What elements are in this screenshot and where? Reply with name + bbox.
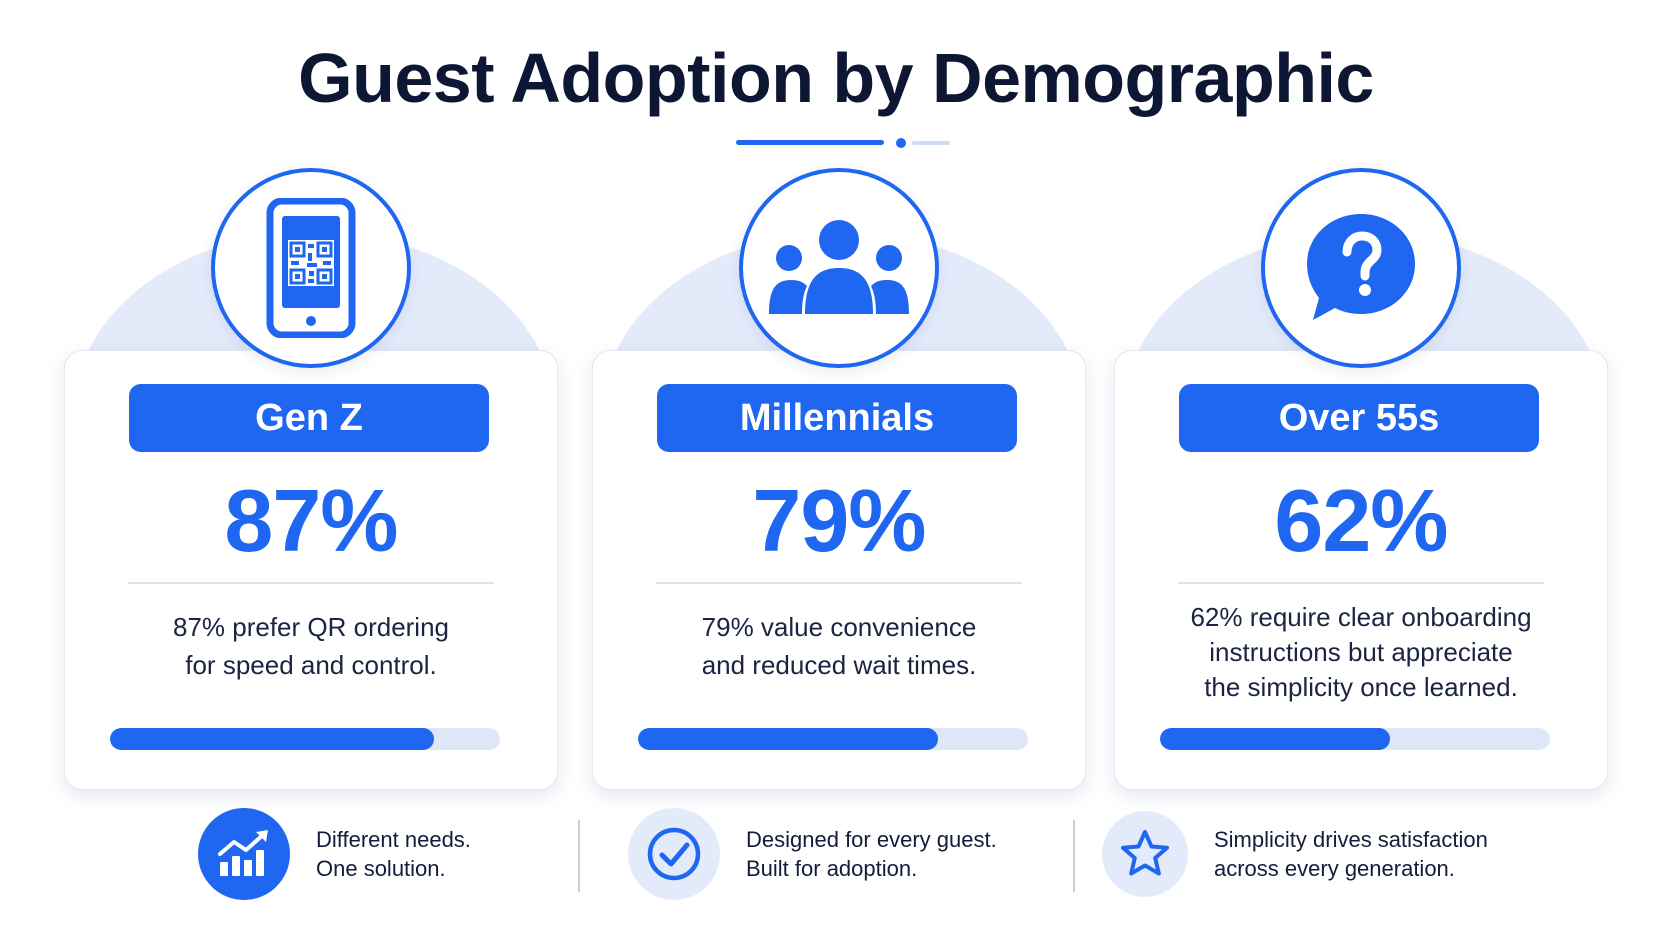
demographic-card-over-55s: Over 55s 62% 62% require clear onboardin… (1114, 160, 1614, 800)
card-description: 87% prefer QR ordering for speed and con… (94, 608, 528, 684)
divider (1178, 582, 1544, 584)
description-line: and reduced wait times. (701, 650, 977, 680)
description-line: the simplicity once learned. (1204, 672, 1518, 702)
description-line: 62% require clear onboarding (1190, 602, 1532, 632)
star-icon (1102, 811, 1188, 897)
icon-badge (211, 168, 411, 368)
adoption-percent: 87% (224, 471, 398, 570)
progress-fill (110, 728, 434, 750)
demographic-label: Gen Z (129, 384, 489, 452)
adoption-percent: 62% (1274, 471, 1448, 570)
progress-fill (638, 728, 939, 750)
footer-line: One solution. (316, 856, 446, 881)
adoption-percent: 79% (752, 471, 926, 570)
underline-tail (912, 141, 950, 145)
demographic-label: Over 55s (1179, 384, 1539, 452)
demographic-card-millennials: Millennials 79% 79% value convenience an… (592, 160, 1092, 800)
qr-phone-icon (266, 198, 356, 338)
footer-text: Different needs. One solution. (316, 825, 471, 883)
footer-text: Simplicity drives satisfaction across ev… (1214, 825, 1488, 883)
footer-line: Simplicity drives satisfaction (1214, 827, 1488, 852)
adoption-progress-bar (1160, 728, 1550, 750)
demographic-label: Millennials (657, 384, 1017, 452)
title-underline (0, 138, 1672, 148)
group-people-icon (769, 220, 909, 314)
underline-dot (896, 138, 906, 148)
description-line: 79% value convenience (701, 612, 977, 642)
demographic-card-gen-z: Gen Z 87% 87% prefer QR ordering for spe… (64, 160, 564, 800)
footer-item-different-needs: Different needs. One solution. (198, 808, 471, 900)
footer-item-designed-for-every-guest: Designed for every guest. Built for adop… (628, 808, 997, 900)
card-description: 62% require clear onboarding instruction… (1144, 600, 1578, 705)
icon-badge (739, 168, 939, 368)
divider (656, 582, 1022, 584)
footer-line: Different needs. (316, 827, 471, 852)
footer-separator (1073, 820, 1075, 892)
footer-text: Designed for every guest. Built for adop… (746, 825, 997, 883)
question-bubble-icon (1307, 214, 1415, 320)
description-line: for speed and control. (185, 650, 437, 680)
growth-chart-icon (198, 808, 290, 900)
icon-badge (1261, 168, 1461, 368)
adoption-progress-bar (638, 728, 1028, 750)
check-circle-icon (628, 808, 720, 900)
footer-line: across every generation. (1214, 856, 1455, 881)
footer-line: Designed for every guest. (746, 827, 997, 852)
progress-fill (1160, 728, 1391, 750)
divider (128, 582, 494, 584)
description-line: 87% prefer QR ordering (172, 612, 450, 642)
underline-bar (736, 140, 884, 145)
adoption-progress-bar (110, 728, 500, 750)
footer-strip: Different needs. One solution. Designed … (0, 808, 1672, 908)
page-title: Guest Adoption by Demographic (298, 39, 1374, 117)
footer-item-simplicity-drives-satisfaction: Simplicity drives satisfaction across ev… (1102, 808, 1488, 900)
footer-separator (578, 820, 580, 892)
description-line: instructions but appreciate (1209, 637, 1513, 667)
card-description: 79% value convenience and reduced wait t… (622, 608, 1056, 684)
footer-line: Built for adoption. (746, 856, 918, 881)
